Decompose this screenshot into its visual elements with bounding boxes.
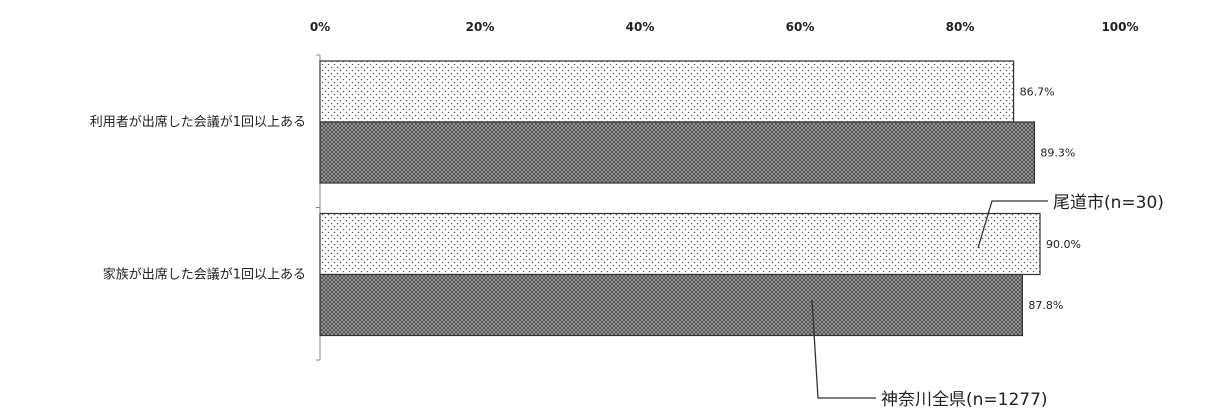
bar <box>319 212 1041 276</box>
data-label: 90.0% <box>1046 238 1081 251</box>
data-label: 86.7% <box>1020 86 1055 99</box>
x-tick-label: 80% <box>946 20 975 34</box>
data-label: 87.8% <box>1028 299 1063 312</box>
legend-label: 神奈川全県(n=1277) <box>881 390 1048 410</box>
x-tick-label: 20% <box>466 20 495 34</box>
x-tick-label: 100% <box>1101 20 1138 34</box>
legend-leader-line <box>811 299 876 399</box>
bar <box>319 60 1015 123</box>
data-label: 89.3% <box>1040 147 1075 160</box>
legend-label: 尾道市(n=30) <box>1053 193 1164 213</box>
legend-leader-line <box>977 200 1048 249</box>
bar <box>319 121 1036 184</box>
x-tick-label: 60% <box>786 20 815 34</box>
bar <box>319 273 1024 337</box>
category-label: 家族が出席した会議が1回以上ある <box>103 267 306 283</box>
x-tick-label: 0% <box>310 20 330 34</box>
category-label: 利用者が出席した会議が1回以上ある <box>90 114 306 130</box>
x-tick-label: 40% <box>626 20 655 34</box>
